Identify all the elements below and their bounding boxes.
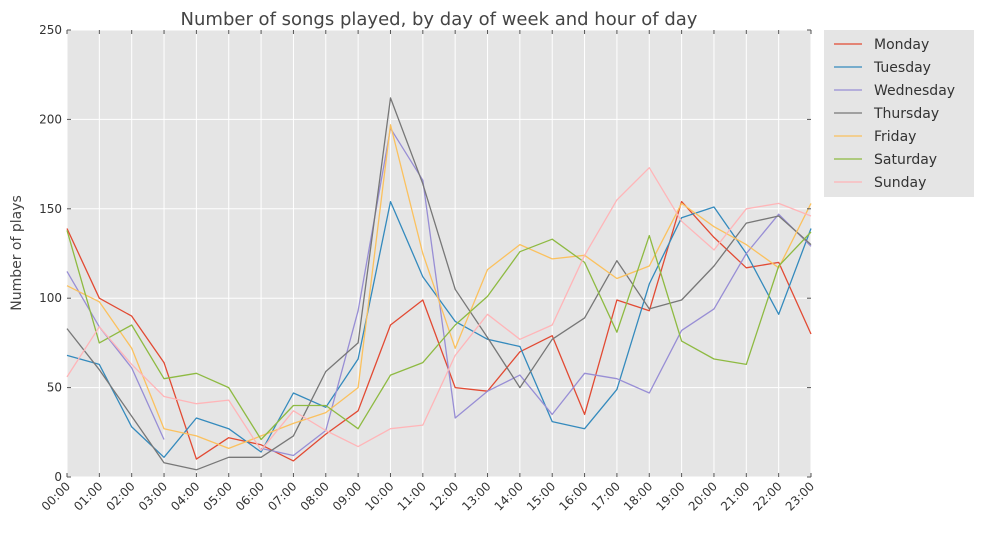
x-tick-label-8: 08:00 — [298, 479, 332, 513]
series-line-wednesday-part-1 — [66, 271, 165, 440]
legend-label-tuesday: Tuesday — [873, 60, 931, 76]
series-layer — [66, 97, 812, 471]
legend-label-sunday: Sunday — [874, 175, 926, 191]
x-tick-label-1: 01:00 — [71, 479, 105, 513]
legend-label-friday: Friday — [874, 129, 916, 145]
legend-label-saturday: Saturday — [874, 152, 937, 168]
legend-label-thursday: Thursday — [873, 106, 939, 122]
legend-label-monday: Monday — [874, 37, 929, 53]
y-tick-label-1: 50 — [47, 381, 62, 395]
x-tick-label-9: 09:00 — [330, 479, 364, 513]
x-tick-label-4: 04:00 — [168, 479, 202, 513]
x-tick-label-16: 16:00 — [556, 479, 590, 513]
series-line-friday — [66, 124, 812, 450]
x-tick-label-6: 06:00 — [233, 479, 267, 513]
chart-title: Number of songs played, by day of week a… — [181, 9, 698, 30]
y-tick-label-3: 150 — [39, 202, 62, 216]
y-axis-label: Number of plays — [9, 195, 25, 311]
plot-background — [67, 30, 811, 477]
x-tick-label-7: 07:00 — [265, 479, 299, 513]
series-line-saturday — [66, 230, 812, 441]
x-tick-label-10: 10:00 — [362, 479, 396, 513]
x-tick-label-13: 13:00 — [459, 479, 493, 513]
series-line-thursday — [66, 97, 812, 471]
x-tick-label-5: 05:00 — [200, 479, 234, 513]
x-tick-label-12: 12:00 — [427, 479, 461, 513]
x-tick-label-20: 20:00 — [686, 479, 720, 513]
y-tick-label-2: 100 — [39, 291, 62, 305]
x-tick-label-23: 23:00 — [783, 479, 817, 513]
x-tick-label-14: 14:00 — [492, 479, 526, 513]
y-tick-label-0: 0 — [54, 470, 62, 484]
x-tick-label-21: 21:00 — [718, 479, 752, 513]
series-line-wednesday-part-2 — [260, 127, 812, 457]
legend-label-wednesday: Wednesday — [874, 83, 955, 99]
x-tick-label-3: 03:00 — [136, 479, 170, 513]
x-tick-label-2: 02:00 — [103, 479, 137, 513]
x-tick-label-15: 15:00 — [524, 479, 558, 513]
x-tick-label-19: 19:00 — [653, 479, 687, 513]
series-line-sunday — [66, 167, 812, 451]
x-tick-label-18: 18:00 — [621, 479, 655, 513]
y-tick-label-4: 200 — [39, 112, 62, 126]
legend: Monday Tuesday Wednesday Thursday Friday Satu… — [824, 30, 974, 197]
x-tick-label-17: 17:00 — [589, 479, 623, 513]
x-tick-label-22: 22:00 — [750, 479, 784, 513]
x-tick-label-11: 11:00 — [395, 479, 429, 513]
x-tick-label-0: 00:00 — [39, 479, 73, 513]
y-tick-label-5: 250 — [39, 23, 62, 37]
